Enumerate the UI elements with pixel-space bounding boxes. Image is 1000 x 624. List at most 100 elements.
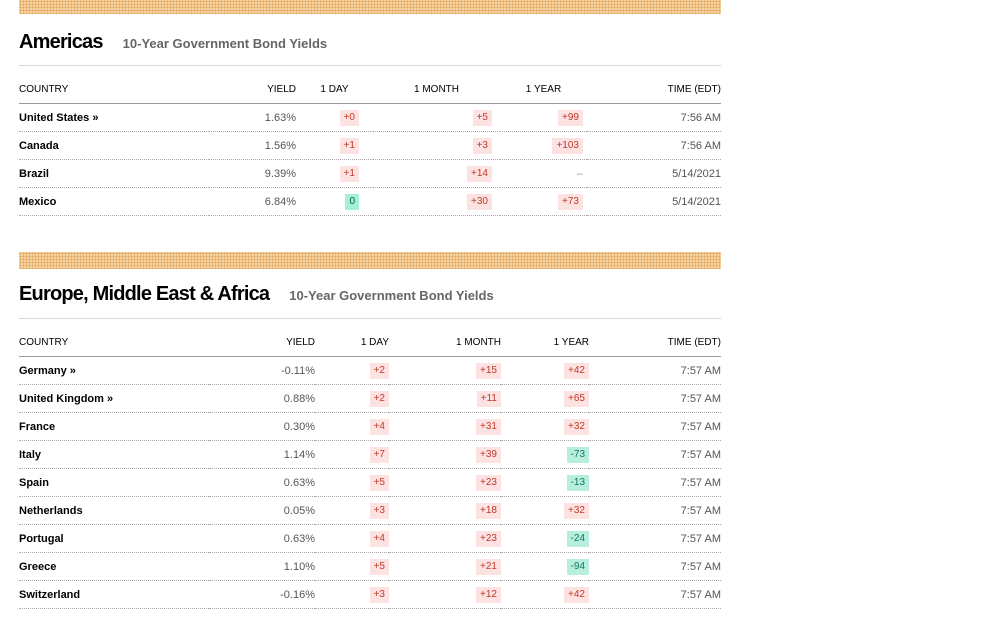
month-change-badge: +23	[476, 474, 501, 491]
day-change-badge: +3	[369, 586, 389, 603]
column-header-1-year[interactable]: 1 YEAR	[501, 328, 589, 357]
year-change-badge: +103	[552, 137, 583, 154]
day-change-badge: +1	[339, 137, 359, 154]
time-value: 7:56 AM	[587, 103, 721, 132]
time-value: 7:57 AM	[589, 496, 721, 525]
column-header-yield[interactable]: YIELD	[209, 75, 296, 104]
month-change-badge: +30	[467, 193, 492, 210]
column-header-1-month[interactable]: 1 MONTH	[373, 75, 500, 104]
day-change-badge: +7	[369, 446, 389, 463]
year-change-badge: -73	[566, 446, 589, 463]
country-link[interactable]: Germany »	[19, 356, 209, 385]
month-change-badge: +21	[476, 558, 501, 575]
country-name: Italy	[19, 440, 209, 469]
yield-value: 1.56%	[209, 131, 296, 160]
yield-value: 0.30%	[209, 412, 315, 441]
year-change-badge: -24	[566, 530, 589, 547]
region-title: Americas	[19, 31, 103, 53]
bond-yields-table: COUNTRY YIELD 1 DAY 1 MONTH 1 YEAR TIME …	[19, 328, 721, 609]
time-value: 7:57 AM	[589, 552, 721, 581]
day-change-badge: +4	[369, 418, 389, 435]
month-change-badge: +15	[476, 362, 501, 379]
column-header-1-day[interactable]: 1 DAY	[296, 75, 373, 104]
year-change-badge: +65	[564, 390, 589, 407]
yield-value: 0.63%	[209, 524, 315, 553]
table-row: Brazil 9.39% +1 +14 -- 5/14/2021	[19, 159, 721, 188]
column-header-1-month[interactable]: 1 MONTH	[389, 328, 501, 357]
yield-value: -0.11%	[209, 356, 315, 385]
yield-value: 9.39%	[209, 159, 296, 188]
country-name: Portugal	[19, 524, 209, 553]
day-change-badge: +4	[369, 530, 389, 547]
column-header-country[interactable]: COUNTRY	[19, 75, 209, 104]
day-change-badge: +5	[369, 558, 389, 575]
country-link[interactable]: United Kingdom »	[19, 384, 209, 413]
year-change-badge: -13	[566, 474, 589, 491]
column-header-yield[interactable]: YIELD	[209, 328, 315, 357]
country-name: Brazil	[19, 159, 209, 188]
section-divider-stripe	[19, 252, 721, 269]
table-row: Netherlands 0.05% +3 +18 +32 7:57 AM	[19, 496, 721, 525]
time-value: 7:57 AM	[589, 384, 721, 413]
country-link[interactable]: United States »	[19, 103, 209, 132]
month-change-badge: +12	[476, 586, 501, 603]
year-change-badge: +42	[564, 586, 589, 603]
table-row: Spain 0.63% +5 +23 -13 7:57 AM	[19, 468, 721, 497]
header-rule	[19, 318, 721, 319]
year-change-badge: +32	[564, 418, 589, 435]
month-change-badge: +11	[476, 390, 501, 407]
header-rule	[19, 65, 721, 66]
month-change-badge: +5	[472, 109, 492, 126]
column-header-time[interactable]: TIME (EDT)	[587, 75, 721, 104]
bond-yields-table: COUNTRY YIELD 1 DAY 1 MONTH 1 YEAR TIME …	[19, 75, 721, 216]
yield-value: 1.10%	[209, 552, 315, 581]
time-value: 7:57 AM	[589, 524, 721, 553]
yield-value: 0.05%	[209, 496, 315, 525]
year-change-badge: +73	[558, 193, 583, 210]
column-header-country[interactable]: COUNTRY	[19, 328, 209, 357]
region-subtitle: 10-Year Government Bond Yields	[289, 288, 494, 303]
yield-value: 0.63%	[209, 468, 315, 497]
country-name: Mexico	[19, 187, 209, 216]
table-row: Canada 1.56% +1 +3 +103 7:56 AM	[19, 131, 721, 160]
year-change-badge: +32	[564, 502, 589, 519]
country-name: Switzerland	[19, 580, 209, 609]
month-change-badge: +14	[467, 165, 492, 182]
table-header-row: COUNTRY YIELD 1 DAY 1 MONTH 1 YEAR TIME …	[19, 328, 721, 357]
column-header-time[interactable]: TIME (EDT)	[589, 328, 721, 357]
section-header: Europe, Middle East & Africa 10-Year Gov…	[19, 283, 494, 306]
time-value: 7:57 AM	[589, 412, 721, 441]
time-value: 5/14/2021	[587, 187, 721, 216]
year-change-badge: -94	[566, 558, 589, 575]
country-name: Spain	[19, 468, 209, 497]
day-change-badge: +2	[369, 362, 389, 379]
day-change-badge: +1	[339, 165, 359, 182]
yield-value: 1.63%	[209, 103, 296, 132]
month-change-badge: +18	[476, 502, 501, 519]
table-row: Greece 1.10% +5 +21 -94 7:57 AM	[19, 552, 721, 581]
country-name: Netherlands	[19, 496, 209, 525]
table-row: France 0.30% +4 +31 +32 7:57 AM	[19, 412, 721, 441]
month-change-badge: +39	[476, 446, 501, 463]
country-name: France	[19, 412, 209, 441]
column-header-1-year[interactable]: 1 YEAR	[500, 75, 587, 104]
table-row: Mexico 6.84% 0 +30 +73 5/14/2021	[19, 187, 721, 216]
yield-value: -0.16%	[209, 580, 315, 609]
time-value: 7:57 AM	[589, 356, 721, 385]
table-row: Germany » -0.11% +2 +15 +42 7:57 AM	[19, 356, 721, 385]
country-name: Canada	[19, 131, 209, 160]
region-title: Europe, Middle East & Africa	[19, 283, 270, 305]
yield-value: 1.14%	[209, 440, 315, 469]
yield-value: 0.88%	[209, 384, 315, 413]
day-change-badge: +2	[369, 390, 389, 407]
section-divider-stripe	[19, 0, 721, 14]
day-change-badge: +5	[369, 474, 389, 491]
month-change-badge: +31	[476, 418, 501, 435]
table-row: Italy 1.14% +7 +39 -73 7:57 AM	[19, 440, 721, 469]
column-header-1-day[interactable]: 1 DAY	[315, 328, 389, 357]
table-row: United Kingdom » 0.88% +2 +11 +65 7:57 A…	[19, 384, 721, 413]
month-change-badge: +23	[476, 530, 501, 547]
day-change-badge: 0	[345, 193, 359, 210]
time-value: 7:57 AM	[589, 440, 721, 469]
time-value: 7:57 AM	[589, 468, 721, 497]
